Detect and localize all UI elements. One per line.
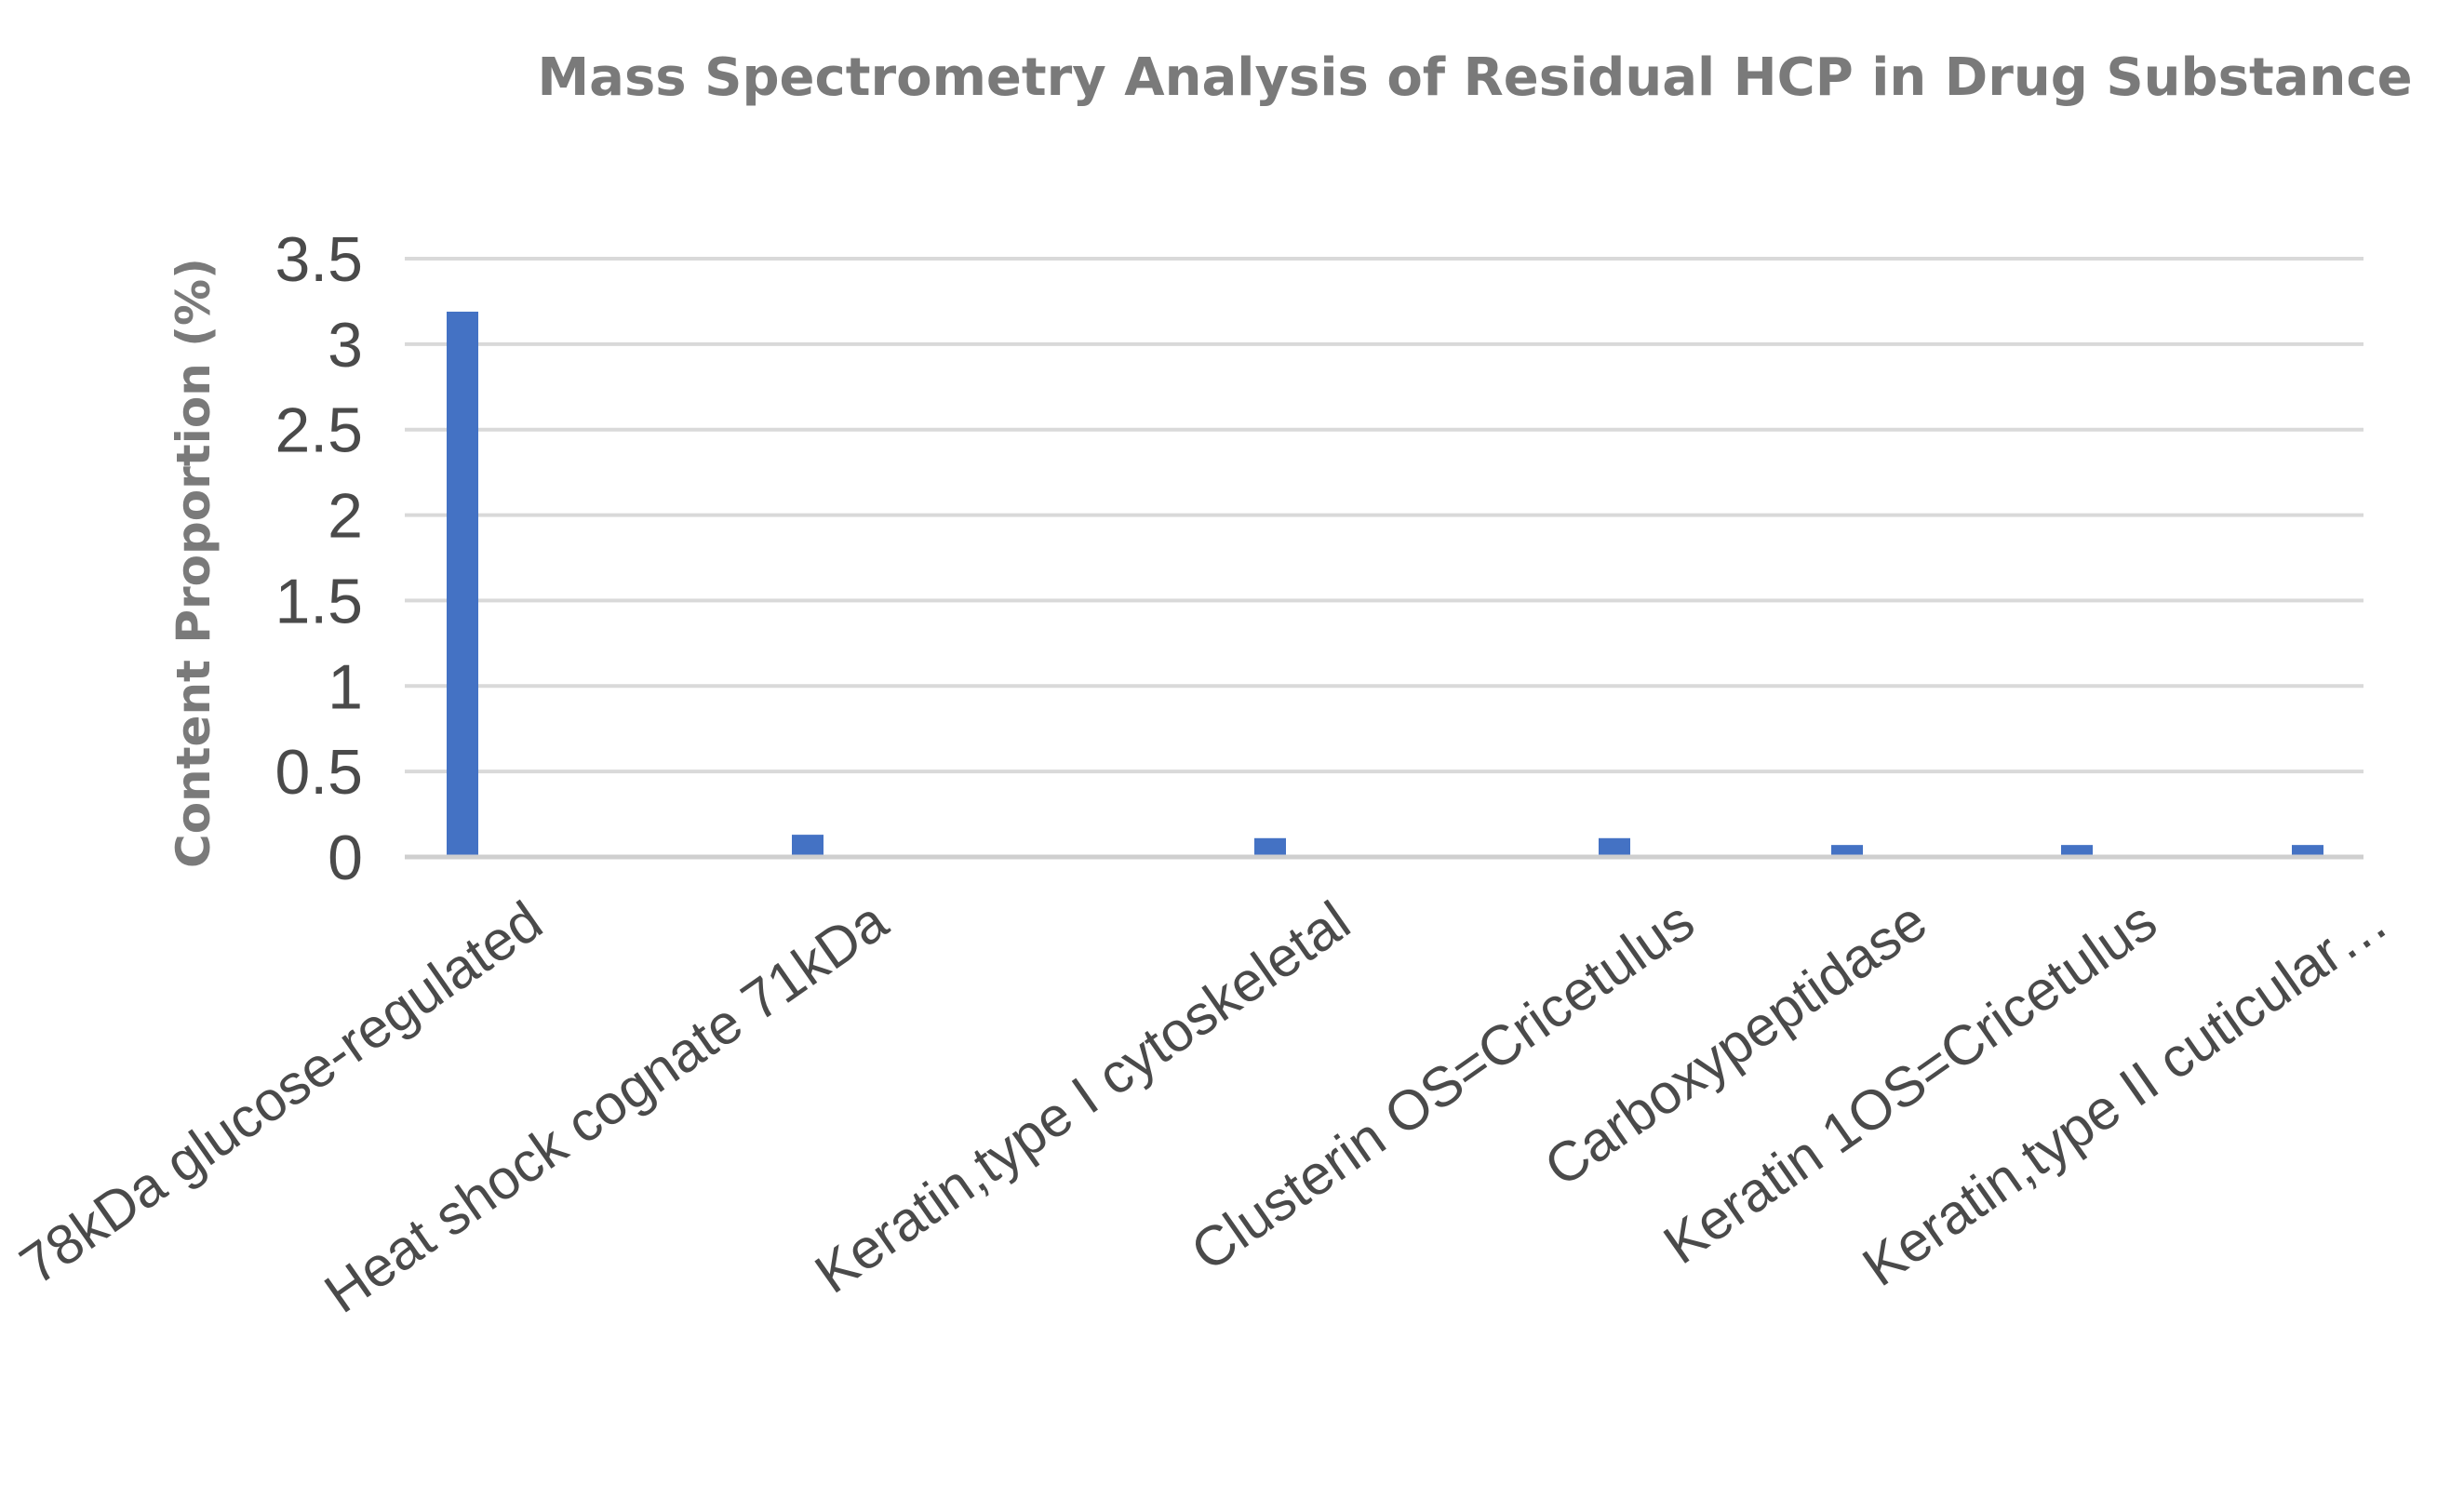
bar xyxy=(1599,837,1630,857)
y-axis-label: Content Proportion (%) xyxy=(167,258,221,868)
y-tick-label: 1 xyxy=(328,651,363,722)
y-tick-label: 3 xyxy=(328,310,363,381)
bar xyxy=(2292,845,2323,857)
bar xyxy=(1831,845,1863,857)
y-tick-label: 0.5 xyxy=(274,737,363,808)
y-tick-label: 1.5 xyxy=(274,566,363,636)
bar xyxy=(792,835,823,857)
x-tick-label: Keratin,type I cytoskeletal xyxy=(804,890,1360,1305)
y-axis-ticks: 0 0.5 1 1.5 2 2.5 3 3.5 xyxy=(274,224,363,893)
y-tick-label: 2.5 xyxy=(274,395,363,466)
y-tick-label: 2 xyxy=(328,481,363,552)
y-tick-label: 0 xyxy=(328,823,363,893)
x-tick-label: Carboxypeptidase xyxy=(1533,890,1938,1198)
y-tick-label: 3.5 xyxy=(274,224,363,295)
bars xyxy=(447,311,2323,857)
bar xyxy=(447,311,478,857)
bar xyxy=(1254,837,1286,857)
chart-title: Mass Spectrometry Analysis of Residual H… xyxy=(537,47,2412,108)
gridlines xyxy=(405,257,2363,774)
bar xyxy=(2061,845,2093,857)
